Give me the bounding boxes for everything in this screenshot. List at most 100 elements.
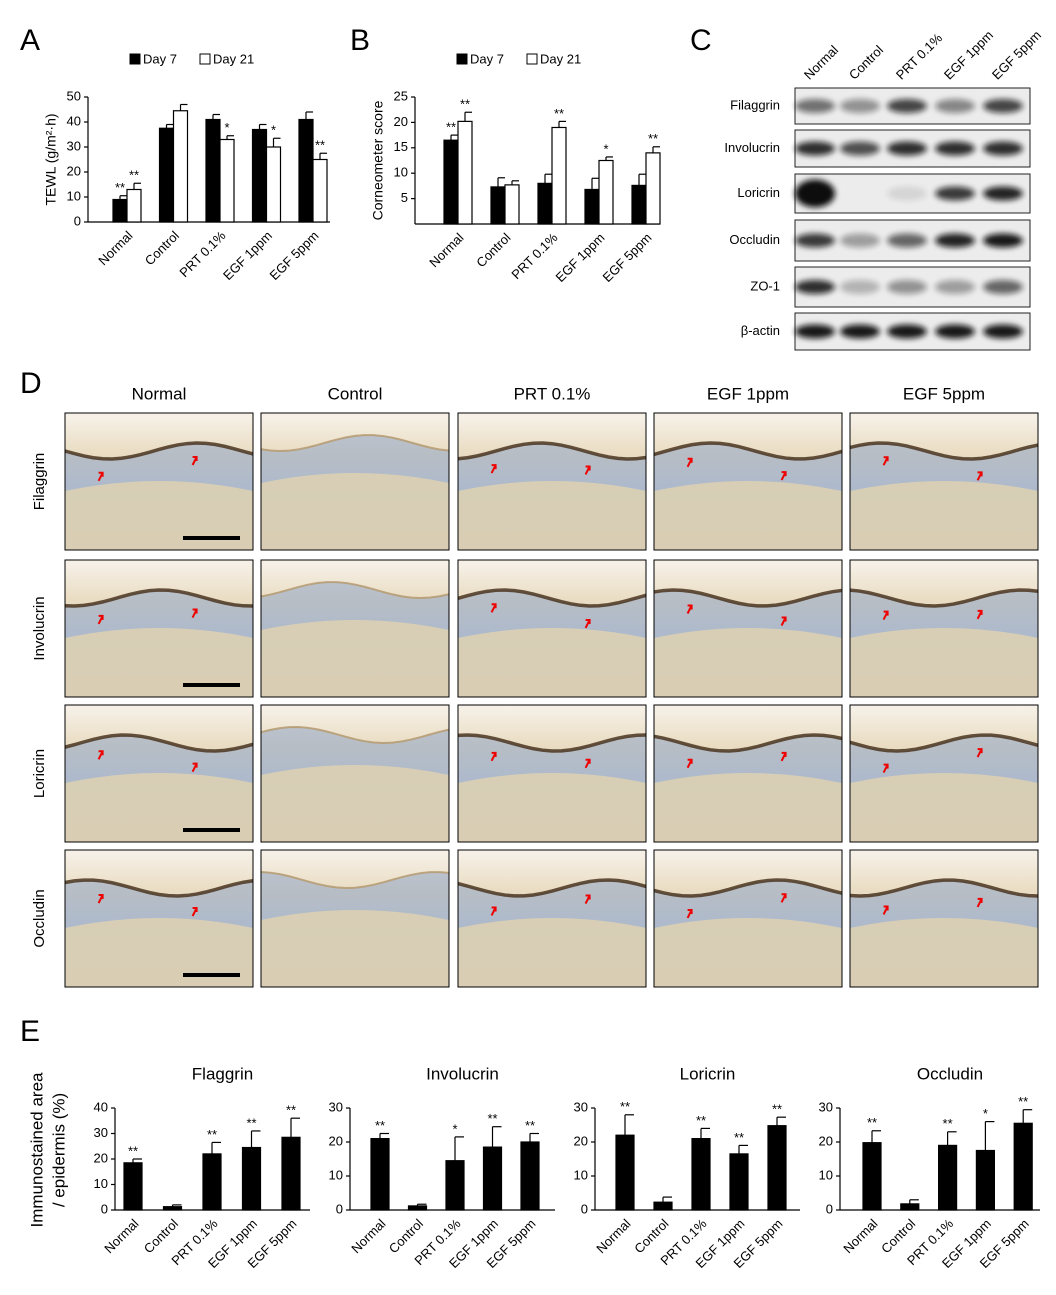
bar <box>653 1201 673 1211</box>
stratum-corneum <box>653 878 843 898</box>
bar <box>1013 1122 1033 1211</box>
bar <box>551 126 567 225</box>
bar <box>172 110 189 223</box>
error-bar <box>1022 1109 1033 1124</box>
stratum-corneum <box>260 434 450 453</box>
image-border <box>849 412 1039 551</box>
y-tick-label: 10 <box>67 188 81 203</box>
dermis <box>458 628 646 697</box>
bar <box>729 1153 749 1211</box>
y-tick-label: 10 <box>394 165 408 180</box>
dermis <box>654 773 842 842</box>
y-axis-label: TEWL (g/m²·h) <box>43 113 59 205</box>
image-border <box>849 849 1039 988</box>
arrow <box>97 614 104 625</box>
arrow <box>584 758 591 769</box>
lane-label: Control <box>846 42 886 82</box>
image-border <box>653 704 843 843</box>
blot-band <box>887 141 927 156</box>
dermis <box>654 481 842 550</box>
blot-band <box>935 233 975 248</box>
error-bar <box>871 1130 881 1143</box>
bar <box>490 186 506 225</box>
legend-label: Day 21 <box>540 51 581 66</box>
error-bar <box>272 137 281 147</box>
bar <box>298 118 314 223</box>
bar <box>251 128 268 223</box>
bar <box>407 1205 428 1211</box>
blot-band <box>795 280 835 294</box>
blot-band <box>795 233 835 248</box>
dermis <box>261 910 449 987</box>
row-label: Loricrin <box>31 749 48 798</box>
row-label: Filaggrin <box>31 453 48 511</box>
stratum-corneum <box>653 733 843 753</box>
histology-image <box>653 849 843 988</box>
blot-band <box>840 233 880 248</box>
y-tick-label: 10 <box>329 1167 343 1182</box>
error-bar <box>171 1204 182 1207</box>
dermis <box>261 765 449 842</box>
image-border <box>849 704 1039 843</box>
dermis <box>261 620 449 697</box>
error-bar <box>211 1141 221 1154</box>
bar <box>158 127 175 223</box>
stratum-corneum <box>849 878 1039 898</box>
chart-title: Loricrin <box>680 1064 736 1083</box>
error-bar <box>511 180 519 185</box>
blot-band <box>935 324 975 339</box>
y-tick-label: 30 <box>819 1099 833 1114</box>
significance: ** <box>460 97 470 112</box>
y-tick-label: 10 <box>574 1167 588 1182</box>
blot-band <box>840 99 880 113</box>
x-tick-label: Normal <box>348 1216 388 1256</box>
significance: ** <box>446 120 456 135</box>
error-bar <box>416 1203 427 1206</box>
x-tick-label: Normal <box>840 1216 880 1256</box>
bar <box>631 184 647 225</box>
x-tick-label: Normal <box>426 230 466 270</box>
histology-image <box>849 412 1039 551</box>
x-tick-label: Control <box>473 230 513 270</box>
arrow <box>584 618 591 629</box>
significance: ** <box>772 1102 782 1117</box>
bar <box>862 1142 882 1211</box>
blot-band <box>887 99 927 113</box>
image-border <box>457 559 647 698</box>
significance: ** <box>286 1103 296 1118</box>
row-label: Involucrin <box>31 596 48 660</box>
image-border <box>653 559 843 698</box>
dermis <box>65 481 253 550</box>
y-tick-label: 0 <box>101 1201 108 1216</box>
error-bar <box>454 1136 464 1161</box>
significance: * <box>224 120 229 135</box>
blot-label: Filaggrin <box>730 97 780 112</box>
bar <box>205 118 221 223</box>
error-bar <box>165 123 174 129</box>
stratum-corneum <box>849 588 1039 608</box>
bar <box>443 139 459 225</box>
column-label: Control <box>328 384 383 403</box>
stratum-corneum <box>849 733 1039 753</box>
lane-label: PRT 0.1% <box>893 30 945 82</box>
blot-band <box>983 324 1023 339</box>
bar <box>615 1134 635 1211</box>
significance: ** <box>1018 1094 1028 1109</box>
blot-label: Loricrin <box>737 185 780 200</box>
significance: ** <box>207 1127 217 1142</box>
significance: ** <box>696 1113 706 1128</box>
significance: ** <box>734 1130 744 1145</box>
bar <box>504 184 520 225</box>
error-bar <box>258 123 267 130</box>
blot-label: ZO-1 <box>750 278 780 293</box>
histology-image <box>260 559 450 698</box>
y-tick-label: 5 <box>401 190 408 205</box>
blot-band <box>795 324 835 339</box>
x-tick-label: Control <box>142 228 182 268</box>
x-tick-label: EGF 1ppm <box>220 228 275 283</box>
y-tick-label: 10 <box>819 1167 833 1182</box>
bar <box>900 1203 920 1211</box>
significance: ** <box>128 1143 138 1158</box>
bar <box>265 146 282 223</box>
histology-image <box>260 704 450 843</box>
